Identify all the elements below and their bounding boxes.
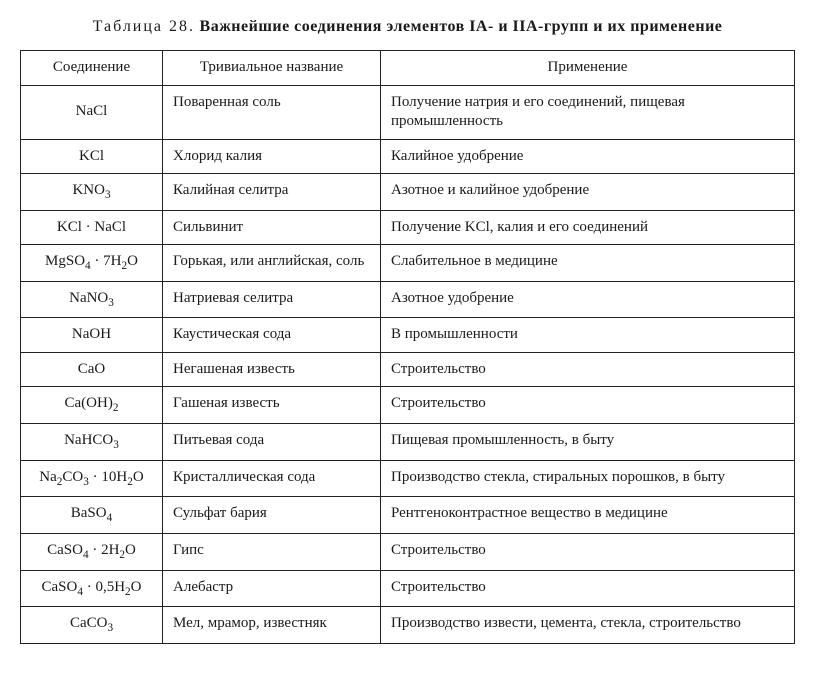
table-row: MgSO4 · 7H2OГорькая, или английская, сол… <box>21 245 795 282</box>
table-header-row: Соединение Тривиальное название Применен… <box>21 51 795 86</box>
trivial-name-cell: Калийная селитра <box>163 174 381 211</box>
application-cell: Строительство <box>381 352 795 387</box>
application-cell: Калийное удобрение <box>381 139 795 174</box>
application-cell: Производство стекла, стиральных порошков… <box>381 460 795 497</box>
table-row: KClХлорид калияКалийное удобрение <box>21 139 795 174</box>
compound-cell: CaSO4 · 0,5H2O <box>21 570 163 607</box>
trivial-name-cell: Натриевая селитра <box>163 281 381 318</box>
col-header-application: Применение <box>381 51 795 86</box>
application-cell: Слабительное в медицине <box>381 245 795 282</box>
compound-cell: NaNO3 <box>21 281 163 318</box>
table-caption: Таблица 28. Важнейшие соединения элемент… <box>20 18 795 36</box>
trivial-name-cell: Негашеная известь <box>163 352 381 387</box>
compound-cell: NaOH <box>21 318 163 353</box>
compound-cell: Na2CO3 · 10H2O <box>21 460 163 497</box>
compound-cell: KCl · NaCl <box>21 210 163 245</box>
trivial-name-cell: Алебастр <box>163 570 381 607</box>
application-cell: Производство извести, цемента, стекла, с… <box>381 607 795 644</box>
compound-cell: CaSO4 · 2H2O <box>21 533 163 570</box>
table-row: NaHCO3Питьевая содаПищевая промышленност… <box>21 424 795 461</box>
table-row: NaNO3Натриевая селитраАзотное удобрение <box>21 281 795 318</box>
col-header-trivial: Тривиальное название <box>163 51 381 86</box>
application-cell: Азотное удобрение <box>381 281 795 318</box>
table-row: CaSO4 · 0,5H2OАлебастрСтроительство <box>21 570 795 607</box>
compound-cell: BaSO4 <box>21 497 163 534</box>
table-row: CaCO3Мел, мрамор, известнякПроизводство … <box>21 607 795 644</box>
table-row: KCl · NaClСильвинитПолучение KCl, калия … <box>21 210 795 245</box>
col-header-compound: Соединение <box>21 51 163 86</box>
compounds-table: Соединение Тривиальное название Применен… <box>20 50 795 644</box>
trivial-name-cell: Мел, мрамор, известняк <box>163 607 381 644</box>
compound-cell: KCl <box>21 139 163 174</box>
trivial-name-cell: Поваренная соль <box>163 85 381 139</box>
compound-cell: CaCO3 <box>21 607 163 644</box>
application-cell: Рентгеноконтрастное вещество в медицине <box>381 497 795 534</box>
table-row: KNO3Калийная селитраАзотное и калийное у… <box>21 174 795 211</box>
table-row: CaSO4 · 2H2OГипсСтроительство <box>21 533 795 570</box>
application-cell: В промышленности <box>381 318 795 353</box>
table-row: NaClПоваренная сольПолучение натрия и ег… <box>21 85 795 139</box>
trivial-name-cell: Сильвинит <box>163 210 381 245</box>
trivial-name-cell: Горькая, или английская, соль <box>163 245 381 282</box>
application-cell: Азотное и калийное удобрение <box>381 174 795 211</box>
trivial-name-cell: Каустическая сода <box>163 318 381 353</box>
trivial-name-cell: Питьевая сода <box>163 424 381 461</box>
application-cell: Пищевая промышленность, в быту <box>381 424 795 461</box>
compound-cell: KNO3 <box>21 174 163 211</box>
table-row: Ca(OH)2Гашеная известьСтроительство <box>21 387 795 424</box>
caption-prefix: Таблица 28. <box>93 18 195 35</box>
application-cell: Получение натрия и его соединений, пищев… <box>381 85 795 139</box>
caption-title: Важнейшие соединения элементов IA- и IIA… <box>200 18 723 35</box>
compound-cell: NaCl <box>21 85 163 139</box>
compound-cell: MgSO4 · 7H2O <box>21 245 163 282</box>
application-cell: Строительство <box>381 570 795 607</box>
trivial-name-cell: Сульфат бария <box>163 497 381 534</box>
trivial-name-cell: Гипс <box>163 533 381 570</box>
compound-cell: Ca(OH)2 <box>21 387 163 424</box>
compound-cell: CaO <box>21 352 163 387</box>
application-cell: Строительство <box>381 387 795 424</box>
table-row: NaOHКаустическая содаВ промышленности <box>21 318 795 353</box>
application-cell: Получение KCl, калия и его соединений <box>381 210 795 245</box>
trivial-name-cell: Гашеная известь <box>163 387 381 424</box>
trivial-name-cell: Кристаллическая сода <box>163 460 381 497</box>
application-cell: Строительство <box>381 533 795 570</box>
trivial-name-cell: Хлорид калия <box>163 139 381 174</box>
table-row: Na2CO3 · 10H2OКристаллическая содаПроизв… <box>21 460 795 497</box>
table-row: CaOНегашеная известьСтроительство <box>21 352 795 387</box>
compound-cell: NaHCO3 <box>21 424 163 461</box>
table-row: BaSO4Сульфат барияРентгеноконтрастное ве… <box>21 497 795 534</box>
